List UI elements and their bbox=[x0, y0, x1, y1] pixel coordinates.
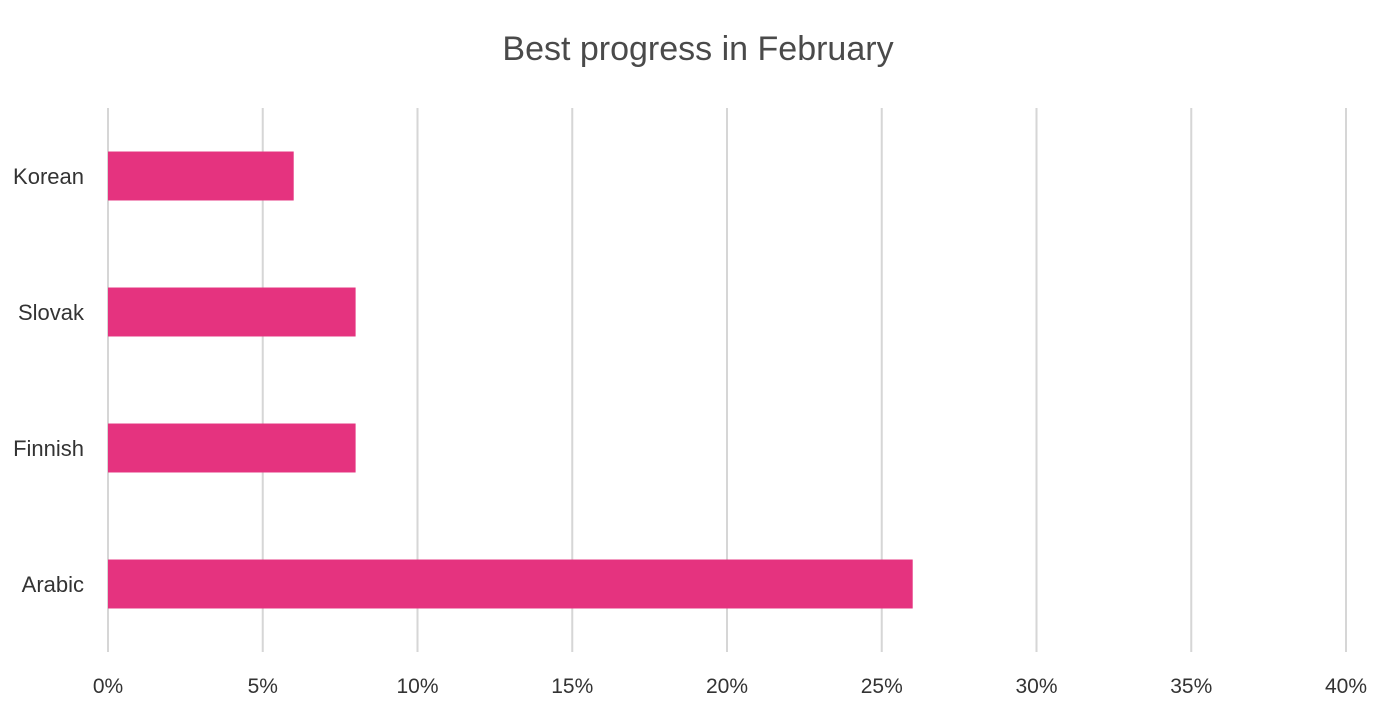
x-tick-label: 10% bbox=[396, 675, 438, 698]
category-label: Finnish bbox=[13, 436, 84, 461]
x-tick-label: 5% bbox=[248, 675, 278, 698]
chart-title: Best progress in February bbox=[502, 30, 893, 68]
x-tick-label: 25% bbox=[861, 675, 903, 698]
bars bbox=[108, 151, 913, 609]
bar-korean bbox=[108, 151, 294, 201]
bar-slovak bbox=[108, 287, 356, 337]
category-label: Slovak bbox=[18, 300, 85, 325]
x-tick-labels: 0% 5% 10% 15% 20% 25% 30% 35% 40% bbox=[93, 675, 1367, 698]
x-tick-label: 0% bbox=[93, 675, 123, 698]
x-tick-label: 30% bbox=[1015, 675, 1057, 698]
category-label: Arabic bbox=[22, 572, 84, 597]
x-tick-label: 40% bbox=[1325, 675, 1367, 698]
category-labels: Korean Slovak Finnish Arabic bbox=[13, 164, 85, 597]
x-tick-label: 15% bbox=[551, 675, 593, 698]
category-label: Korean bbox=[13, 164, 84, 189]
bar-finnish bbox=[108, 423, 356, 473]
x-tick-label: 20% bbox=[706, 675, 748, 698]
x-tick-label: 35% bbox=[1170, 675, 1212, 698]
bar-arabic bbox=[108, 559, 913, 609]
